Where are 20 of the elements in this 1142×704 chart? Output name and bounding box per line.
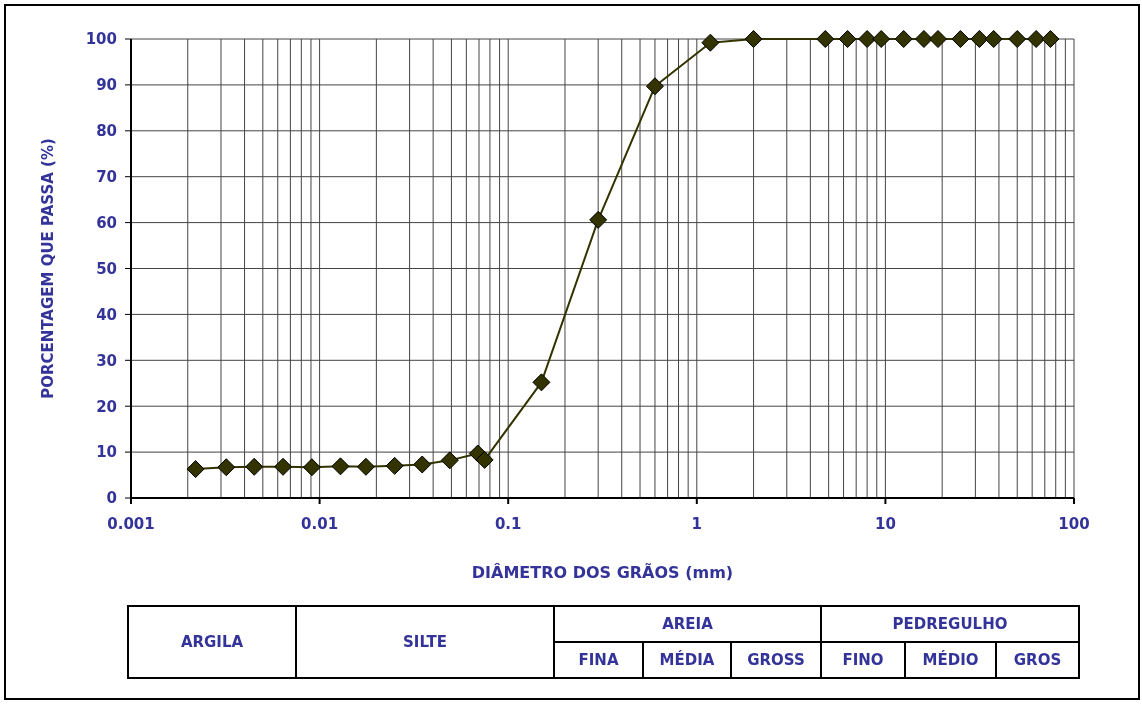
- y-tick-label: 80: [96, 122, 117, 141]
- y-tick-label: 50: [96, 259, 117, 278]
- x-tick-label: 100: [1058, 514, 1090, 533]
- y-tick-label: 70: [96, 168, 117, 187]
- y-tick-label: 30: [96, 351, 117, 370]
- y-tick-label: 100: [85, 30, 117, 49]
- classification-table: ARGILA SILTE AREIA PEDREGULHO FINA MÉDIA GROSS FINO MÉDIO GROS: [127, 605, 1081, 679]
- y-tick-label: 0: [106, 489, 117, 508]
- x-tick-label: 1: [691, 514, 703, 533]
- y-tick-label: 90: [96, 76, 117, 95]
- x-tick-label: 0.001: [107, 514, 155, 533]
- x-tick-label: 10: [874, 514, 896, 533]
- y-tick-label: 20: [96, 397, 117, 416]
- y-tick-label: 40: [96, 305, 117, 324]
- x-tick-label: 0.01: [301, 514, 339, 533]
- y-tick-label: 10: [96, 443, 117, 462]
- y-tick-label: 60: [96, 213, 117, 232]
- x-tick-label: 0.1: [494, 514, 522, 533]
- x-axis-title: DIÂMETRO DOS GRÃOS (mm): [471, 563, 734, 582]
- y-axis-title: PORCENTAGEM QUE PASSA (%): [39, 138, 57, 399]
